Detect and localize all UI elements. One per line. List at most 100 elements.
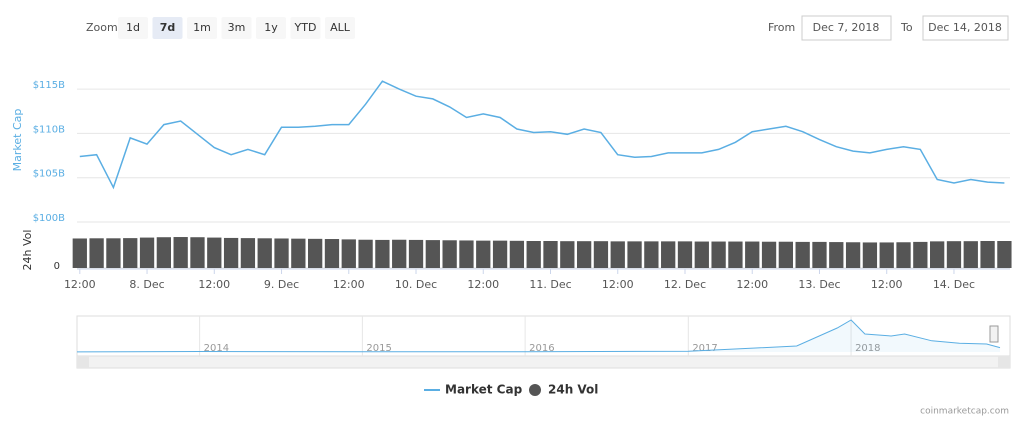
navigator-tick-label: 2017 (692, 343, 717, 354)
volume-bar (745, 241, 760, 268)
legend-label[interactable]: 24h Vol (548, 383, 598, 397)
market-cap-line (79, 80, 1005, 190)
x-tick-label: 12:00 (871, 278, 903, 291)
y-tick-label: $105B (33, 169, 65, 180)
volume-bar (89, 238, 104, 268)
x-tick-label: 14. Dec (933, 278, 975, 291)
from-input[interactable] (801, 15, 892, 41)
button-label[interactable]: ALL (330, 21, 351, 34)
y-tick-label: $115B (33, 80, 65, 91)
volume-bar (644, 241, 659, 268)
volume-bar (492, 240, 508, 268)
volume-bar (291, 238, 306, 268)
scroll-right[interactable] (998, 356, 1010, 368)
x-tick-label: 12:00 (736, 278, 768, 291)
volume-bar (576, 241, 592, 268)
volume-bar (190, 237, 205, 268)
range-button[interactable]: 1m (187, 17, 217, 39)
volume-bar (509, 240, 525, 268)
x-tick-label: 12:00 (602, 278, 634, 291)
volume-bar (610, 241, 625, 268)
navigator-area (77, 320, 1000, 352)
to-input[interactable] (922, 15, 1009, 41)
button-label[interactable]: 1m (193, 21, 211, 34)
x-tick-label: 12. Dec (664, 278, 706, 291)
x-tick-label: 8. Dec (129, 278, 164, 291)
y-axis-title: Market Cap (11, 109, 24, 172)
volume-bar (761, 241, 777, 268)
to-date[interactable]: Dec 14, 2018 (928, 21, 1002, 34)
volume-bar (661, 241, 676, 268)
button-label[interactable]: 1y (264, 21, 278, 34)
scrollbar[interactable] (76, 355, 1011, 369)
volume-bar (358, 239, 373, 268)
from-label: From (768, 21, 795, 34)
volume-bar (980, 241, 995, 268)
range-button[interactable]: 1d (118, 17, 148, 39)
x-tick-label: 12:00 (467, 278, 499, 291)
volume-bar (728, 241, 743, 268)
volume-bar (341, 239, 356, 268)
x-tick-label: 11. Dec (529, 278, 571, 291)
button-bg[interactable] (221, 17, 252, 39)
volume-bar (845, 242, 861, 268)
volume-bar (829, 242, 844, 268)
x-tick-label: 12:00 (198, 278, 230, 291)
button-bg[interactable] (118, 17, 148, 39)
volume-bar (240, 238, 256, 268)
volume-bar (812, 241, 827, 268)
volume-bar (896, 242, 911, 268)
volume-bar (459, 240, 474, 268)
volume-bar (795, 241, 810, 268)
volume-bar (106, 238, 121, 268)
range-button[interactable]: 7d (152, 17, 183, 39)
button-label[interactable]: YTD (294, 21, 317, 34)
volume-bar (711, 241, 726, 268)
volume-bar (207, 237, 222, 268)
range-button[interactable]: ALL (325, 17, 355, 39)
volume-bar (694, 241, 709, 268)
navigator-handle[interactable] (989, 325, 999, 343)
legend-symbol[interactable] (529, 384, 541, 396)
navigator-line (76, 319, 1001, 353)
volume-bar (593, 241, 609, 268)
y2-axis-title: 24h Vol (21, 230, 34, 271)
button-label[interactable]: 1d (126, 21, 140, 34)
button-bg[interactable] (290, 17, 321, 39)
volume-bar (543, 241, 558, 268)
navigator-tick-label: 2018 (855, 343, 880, 354)
button-label[interactable]: 7d (160, 21, 176, 34)
button-bg[interactable] (187, 17, 217, 39)
navigator-tick-label: 2014 (204, 343, 229, 354)
button-bg[interactable] (152, 17, 183, 39)
scroll-left[interactable] (77, 356, 89, 368)
volume-bar (963, 241, 978, 268)
volume-bar (930, 241, 945, 268)
volume-bar (375, 239, 390, 268)
button-bg[interactable] (256, 17, 286, 39)
range-button[interactable]: 3m (221, 17, 252, 39)
zoom-label: Zoom (86, 21, 118, 34)
volume-bar (913, 241, 928, 268)
x-tick-label: 10. Dec (395, 278, 437, 291)
volume-bar (442, 240, 457, 268)
volume-bar (72, 238, 87, 268)
legend-label[interactable]: Market Cap (445, 383, 523, 397)
button-label[interactable]: 3m (228, 21, 246, 34)
volume-bar (862, 242, 878, 268)
volume-bar (476, 240, 491, 268)
credit[interactable]: coinmarketcap.com (920, 407, 1009, 417)
volume-bar (408, 239, 424, 268)
button-bg[interactable] (325, 17, 355, 39)
volume-bar (425, 240, 440, 268)
volume-bar (997, 241, 1012, 268)
x-tick-label: 12:00 (333, 278, 365, 291)
volume-bar (392, 239, 407, 268)
volume-bar (173, 237, 188, 268)
volume-bar (677, 241, 693, 268)
from-date[interactable]: Dec 7, 2018 (813, 21, 880, 34)
volume-bar (946, 241, 962, 268)
range-button[interactable]: 1y (256, 17, 286, 39)
range-button[interactable]: YTD (290, 17, 321, 39)
